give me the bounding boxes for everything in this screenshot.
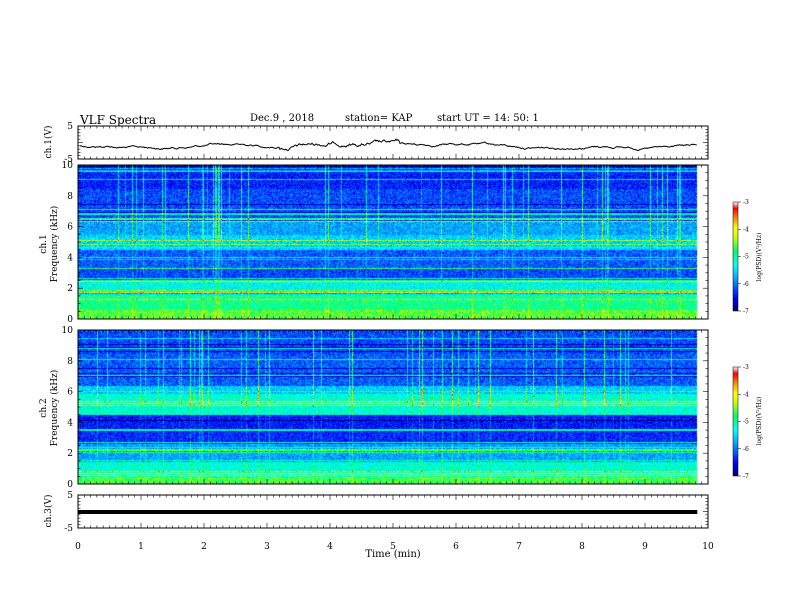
colorbar-tick-label: -4: [743, 391, 749, 398]
colorbar-tick-label: -7: [743, 473, 749, 480]
ch2-colorbar-label: log(PSD)(V²/Hz): [756, 397, 763, 446]
ch1-colorbar-ticks: -3 -4 -5 -6 -7: [738, 199, 749, 315]
x-tick-label: 3: [264, 542, 270, 552]
colorbar-tick-label: -5: [743, 419, 749, 426]
y-tick-label: 5: [67, 491, 73, 501]
y-tick-label: 6: [67, 223, 73, 233]
ch2-channel-label: ch.2: [39, 398, 49, 417]
y-tick-label: 8: [67, 357, 73, 367]
colorbar-tick-label: -5: [743, 254, 749, 261]
y-tick-label: 4: [67, 253, 73, 263]
ch1-colorbar-label: log(PSD)(V²/Hz): [756, 233, 763, 282]
ch2-frequency-axis-label: Frequency (kHz): [49, 370, 60, 447]
x-tick-label: 1: [138, 542, 144, 552]
x-tick-label: 0: [75, 542, 81, 552]
y-tick-label: 4: [67, 418, 73, 428]
ch3-voltage-axis-label: ch.3(V): [43, 495, 54, 528]
ch1-spectrogram-frame: [77, 164, 709, 320]
ch1-colorbar-gradient: [732, 201, 739, 312]
y-tick-label: 8: [67, 192, 73, 202]
colorbar-tick-label: -6: [743, 281, 749, 288]
y-tick-label: 0: [67, 480, 73, 490]
x-tick-label: 6: [453, 542, 459, 552]
ch1-waveform-series: [79, 138, 697, 152]
colorbar-tick-label: -3: [743, 364, 749, 371]
y-tick-label: 5: [67, 122, 73, 132]
x-tick-label: 9: [642, 542, 648, 552]
y-tick-label: 2: [67, 284, 73, 294]
ch2-colorbar-gradient: [732, 366, 739, 477]
start-time-label: start UT = 14: 50: 1: [437, 113, 539, 124]
ch1-channel-label: ch.1: [39, 234, 49, 253]
y-tick-label: 6: [67, 388, 73, 398]
y-tick-label: 10: [62, 326, 74, 336]
ch2-spectrogram-frame: [77, 329, 709, 485]
x-tick-label: 4: [327, 542, 333, 552]
x-tick-label: 5: [390, 542, 396, 552]
chart-title: VLF Spectra: [80, 113, 157, 127]
ch1-voltage-axis-label: ch.1(V): [43, 126, 54, 159]
ch2-spectrogram: [78, 330, 708, 484]
colorbar-tick-label: -6: [743, 446, 749, 453]
y-tick-label: -5: [64, 524, 73, 534]
y-tick-label: -5: [64, 155, 73, 165]
y-tick-label: 10: [62, 161, 74, 171]
y-tick-label: 0: [67, 315, 73, 325]
station-label: station= KAP: [345, 113, 413, 124]
colorbar-tick-label: -3: [743, 199, 749, 206]
ch2-colorbar: -3 -4 -5 -6 -7 log(PSD)(V²/Hz): [732, 364, 763, 480]
ch2-colorbar-ticks: -3 -4 -5 -6 -7: [738, 364, 749, 480]
x-tick-label: 7: [516, 542, 522, 552]
x-tick-label: 2: [201, 542, 207, 552]
colorbar-tick-label: -7: [743, 308, 749, 315]
x-tick-label: 8: [579, 542, 585, 552]
ch1-colorbar: -3 -4 -5 -6 -7 log(PSD)(V²/Hz): [732, 199, 763, 315]
ch1-spectrogram: [78, 165, 708, 319]
y-tick-label: 2: [67, 449, 73, 459]
ch3-waveform-series: [78, 510, 698, 514]
date-label: Dec.9 , 2018: [250, 113, 315, 124]
x-tick-label: 10: [702, 542, 714, 552]
x-axis-label: Time (min): [365, 549, 420, 560]
ch1-frequency-axis-label: Frequency (kHz): [49, 206, 60, 283]
x-axis-ticks: 0 1 2 3 4 5 6 7 8 9 10: [75, 126, 714, 552]
colorbar-tick-label: -4: [743, 226, 749, 233]
